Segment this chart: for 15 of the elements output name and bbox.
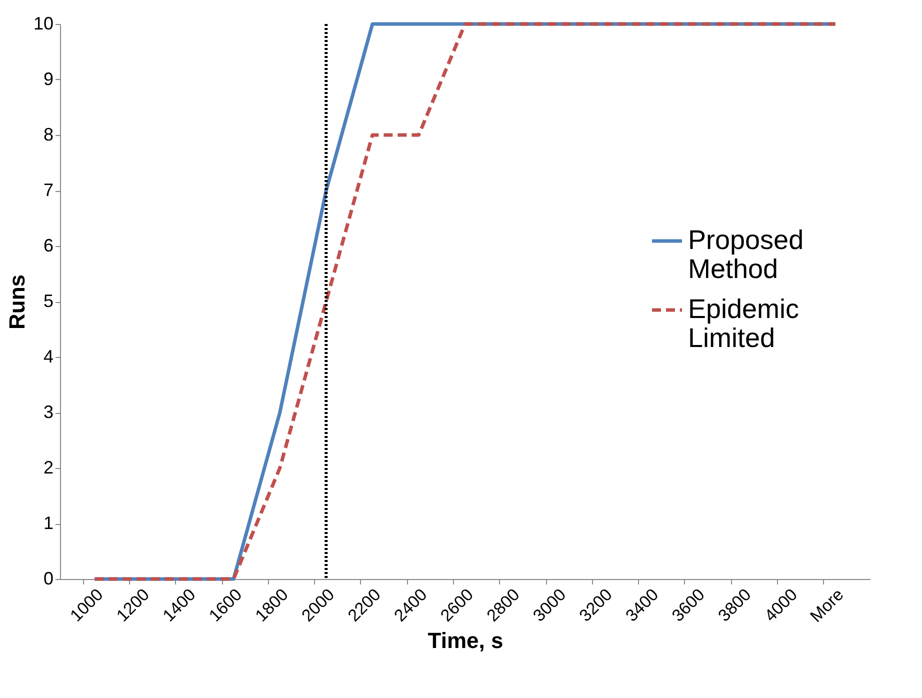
- legend-label: Epidemic Limited: [688, 294, 800, 353]
- y-tick-label: 8: [43, 124, 54, 144]
- y-tick-label: 0: [43, 568, 54, 588]
- y-tick-label: 2: [43, 458, 54, 478]
- y-tick-label: 9: [43, 69, 54, 89]
- y-tick-label: 7: [43, 180, 54, 200]
- y-tick-label: 10: [33, 14, 54, 34]
- y-tick-label: 4: [43, 346, 54, 366]
- y-tick-label: 6: [43, 236, 54, 256]
- y-tick-label: 5: [43, 291, 54, 311]
- y-axis-title: Runs: [4, 274, 30, 330]
- y-tick-label: 1: [43, 513, 54, 533]
- y-tick-label: 3: [43, 402, 54, 422]
- x-axis-title: Time, s: [428, 628, 504, 654]
- legend-label: Proposed Method: [688, 225, 804, 284]
